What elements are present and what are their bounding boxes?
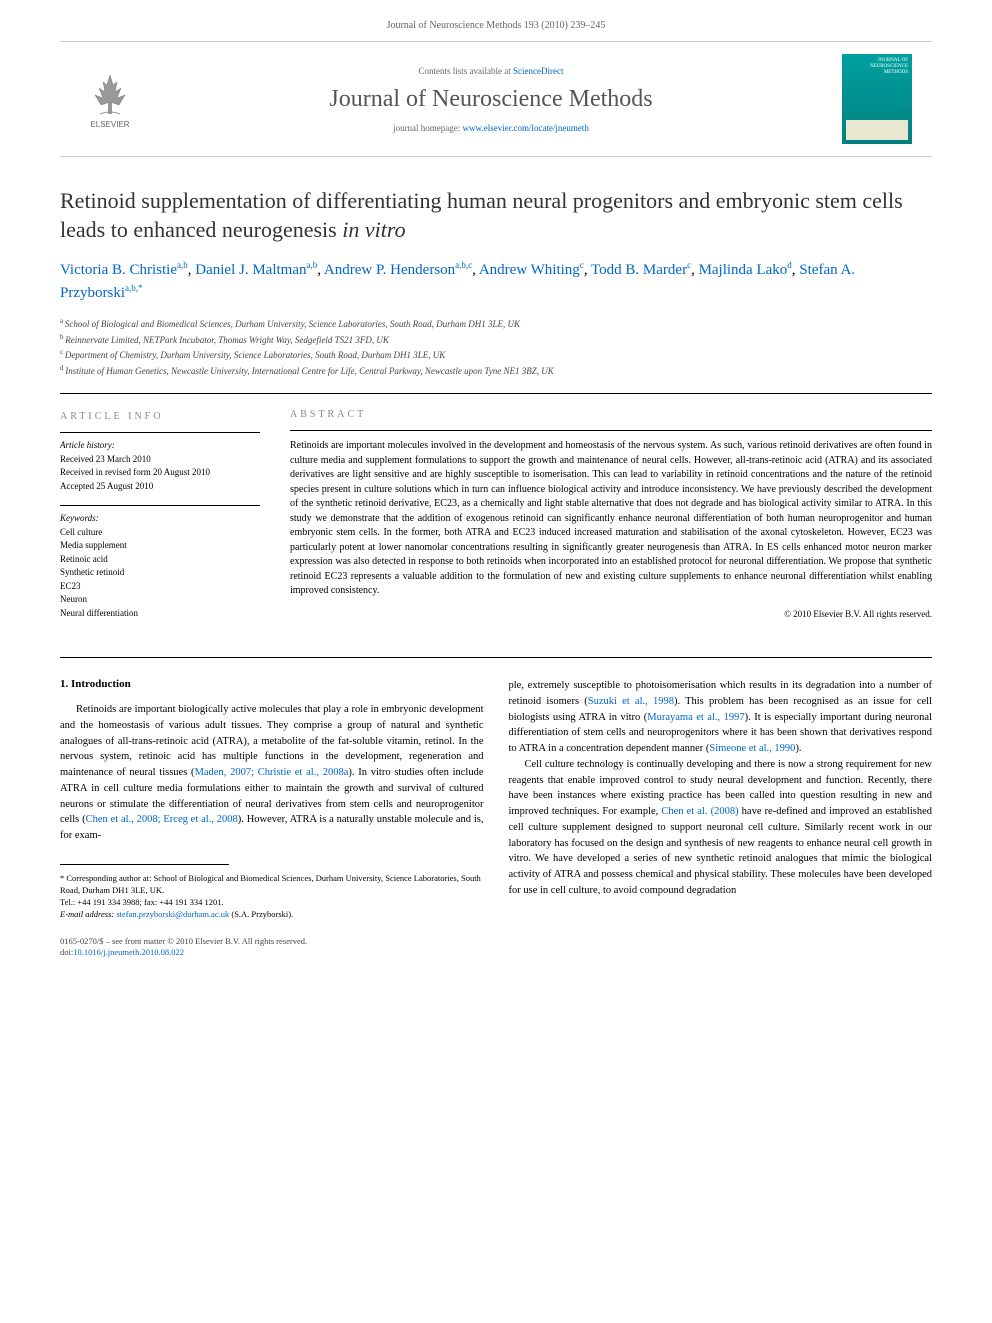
- author-link[interactable]: Majlinda Lako: [699, 262, 788, 278]
- author-affiliation-sup: c: [580, 260, 584, 270]
- author: Andrew Whitingc: [479, 262, 584, 278]
- author-link[interactable]: Todd B. Marder: [591, 262, 687, 278]
- authors-list: Victoria B. Christiea,b, Daniel J. Maltm…: [60, 259, 932, 304]
- page-footer: 0165-0270/$ – see front matter © 2010 El…: [60, 936, 932, 960]
- sciencedirect-link[interactable]: ScienceDirect: [513, 66, 563, 76]
- homepage-link[interactable]: www.elsevier.com/locate/jneumeth: [463, 123, 589, 133]
- author-affiliation-sup: a,b,*: [125, 283, 143, 293]
- abstract-heading: ABSTRACT: [290, 409, 932, 420]
- history-heading: Article history:: [60, 439, 260, 453]
- contents-prefix: Contents lists available at: [419, 66, 513, 76]
- affiliation-line: c Department of Chemistry, Durham Univer…: [60, 347, 932, 363]
- author: Victoria B. Christiea,b: [60, 262, 188, 278]
- author: Todd B. Marderc: [591, 262, 691, 278]
- keyword-line: Synthetic retinoid: [60, 566, 260, 580]
- elsevier-tree-icon: [85, 70, 135, 120]
- author-affiliation-sup: a,b,c: [455, 260, 472, 270]
- author: Daniel J. Maltmana,b: [195, 262, 317, 278]
- author-affiliation-sup: a,b: [177, 260, 188, 270]
- info-abstract-row: ARTICLE INFO Article history: Received 2…: [60, 409, 932, 632]
- footnote-divider: [60, 864, 229, 865]
- section-heading-intro: 1. Introduction: [60, 678, 484, 690]
- corresponding-author-footnote: * Corresponding author at: School of Bio…: [60, 873, 484, 921]
- body-paragraph: Cell culture technology is continually d…: [509, 757, 933, 899]
- body-column-left: 1. Introduction Retinoids are important …: [60, 678, 484, 920]
- abstract-copyright: © 2010 Elsevier B.V. All rights reserved…: [290, 609, 932, 619]
- keyword-line: Neuron: [60, 593, 260, 607]
- article-info-column: ARTICLE INFO Article history: Received 2…: [60, 409, 260, 632]
- footnote-address: * Corresponding author at: School of Bio…: [60, 873, 484, 897]
- article-info-heading: ARTICLE INFO: [60, 409, 260, 424]
- author-affiliation-sup: a,b: [306, 260, 317, 270]
- divider-bottom: [60, 657, 932, 658]
- cover-title: JOURNAL OF NEUROSCIENCE METHODS: [846, 58, 908, 76]
- elsevier-label: ELSEVIER: [90, 120, 129, 129]
- elsevier-logo: ELSEVIER: [80, 64, 140, 134]
- body-column-right: ple, extremely susceptible to photoisome…: [509, 678, 933, 920]
- affiliation-line: a School of Biological and Biomedical Sc…: [60, 316, 932, 332]
- footnote-email-line: E-mail address: stefan.przyborski@durham…: [60, 909, 484, 921]
- keyword-line: Media supplement: [60, 539, 260, 553]
- body-columns: 1. Introduction Retinoids are important …: [60, 678, 932, 920]
- affiliation-line: b Reinnervate Limited, NETPark Incubator…: [60, 332, 932, 348]
- affiliation-line: d Institute of Human Genetics, Newcastle…: [60, 363, 932, 379]
- history-line: Received in revised form 20 August 2010: [60, 466, 260, 480]
- author-link[interactable]: Andrew Whiting: [479, 262, 580, 278]
- contents-line: Contents lists available at ScienceDirec…: [160, 66, 822, 76]
- footer-doi-line: doi:10.1016/j.jneumeth.2010.08.022: [60, 947, 932, 959]
- citation-link[interactable]: Maden, 2007; Christie et al., 2008a: [195, 767, 349, 778]
- author-link[interactable]: Andrew P. Henderson: [324, 262, 455, 278]
- journal-name: Journal of Neuroscience Methods: [160, 86, 822, 113]
- article-title: Retinoid supplementation of differentiat…: [60, 187, 932, 244]
- body-paragraph: ple, extremely susceptible to photoisome…: [509, 678, 933, 757]
- keyword-line: EC23: [60, 580, 260, 594]
- abstract-column: ABSTRACT Retinoids are important molecul…: [290, 409, 932, 632]
- abstract-text: Retinoids are important molecules involv…: [290, 439, 932, 599]
- doi-link[interactable]: 10.1016/j.jneumeth.2010.08.022: [73, 947, 184, 957]
- footer-copyright-line: 0165-0270/$ – see front matter © 2010 El…: [60, 936, 932, 948]
- author-link[interactable]: Daniel J. Maltman: [195, 262, 306, 278]
- cover-bottom-band: [846, 120, 908, 140]
- email-link[interactable]: stefan.przyborski@durham.ac.uk: [116, 909, 229, 919]
- author: Andrew P. Hendersona,b,c: [324, 262, 472, 278]
- homepage-prefix: journal homepage:: [393, 123, 462, 133]
- history-line: Received 23 March 2010: [60, 453, 260, 467]
- author-affiliation-sup: c: [687, 260, 691, 270]
- affiliations-list: a School of Biological and Biomedical Sc…: [60, 316, 932, 378]
- keywords-block: Keywords: Cell cultureMedia supplementRe…: [60, 512, 260, 620]
- citation-link[interactable]: Suzuki et al., 1998: [588, 696, 674, 707]
- keyword-line: Retinoic acid: [60, 553, 260, 567]
- masthead: ELSEVIER Contents lists available at Sci…: [60, 41, 932, 157]
- citation-link[interactable]: Murayama et al., 1997: [647, 712, 744, 723]
- article-history-block: Article history: Received 23 March 2010R…: [60, 439, 260, 493]
- body-paragraph: Retinoids are important biologically act…: [60, 702, 484, 844]
- citation-link[interactable]: Chen et al., 2008; Erceg et al., 2008: [86, 814, 238, 825]
- keywords-heading: Keywords:: [60, 512, 260, 526]
- page-header-citation: Journal of Neuroscience Methods 193 (201…: [0, 0, 992, 41]
- history-line: Accepted 25 August 2010: [60, 480, 260, 494]
- author-affiliation-sup: d: [787, 260, 792, 270]
- author: Majlinda Lakod: [699, 262, 792, 278]
- masthead-center: Contents lists available at ScienceDirec…: [160, 66, 822, 133]
- citation-link[interactable]: Simeone et al., 1990: [709, 743, 795, 754]
- keyword-line: Neural differentiation: [60, 607, 260, 621]
- author-link[interactable]: Victoria B. Christie: [60, 262, 177, 278]
- keyword-line: Cell culture: [60, 526, 260, 540]
- journal-cover-thumbnail: JOURNAL OF NEUROSCIENCE METHODS: [842, 54, 912, 144]
- homepage-line: journal homepage: www.elsevier.com/locat…: [160, 123, 822, 133]
- divider-top: [60, 393, 932, 394]
- citation-link[interactable]: Chen et al. (2008): [661, 806, 738, 817]
- footnote-tel: Tel.: +44 191 334 3988; fax: +44 191 334…: [60, 897, 484, 909]
